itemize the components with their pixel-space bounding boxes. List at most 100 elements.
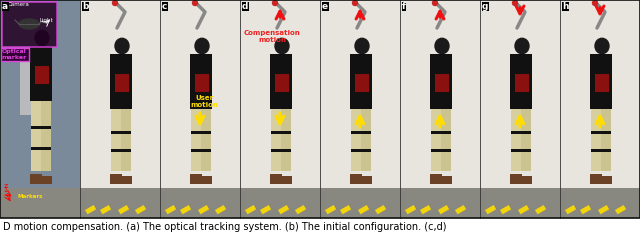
Bar <box>591 131 611 134</box>
Bar <box>601 109 611 171</box>
Bar <box>0 0 640 218</box>
Bar <box>602 176 612 184</box>
Bar <box>195 74 209 92</box>
Circle shape <box>513 1 518 6</box>
Bar <box>480 0 560 218</box>
Bar <box>191 109 201 171</box>
Text: D motion compensation. (a) The optical tracking system. (b) The initial configur: D motion compensation. (a) The optical t… <box>3 222 447 232</box>
Bar <box>362 176 372 184</box>
Bar <box>35 66 49 84</box>
Bar <box>271 149 291 152</box>
Ellipse shape <box>355 38 369 54</box>
Bar <box>500 205 511 214</box>
Bar <box>271 131 291 134</box>
Bar <box>615 205 626 214</box>
Bar <box>135 205 146 214</box>
Bar <box>31 146 51 149</box>
Bar <box>245 205 256 214</box>
Bar <box>190 174 202 184</box>
Bar <box>431 131 451 134</box>
Bar <box>31 125 51 129</box>
Bar <box>80 188 160 218</box>
Circle shape <box>113 1 118 6</box>
Text: b: b <box>82 2 88 11</box>
Text: f: f <box>402 2 406 11</box>
Bar <box>215 205 226 214</box>
Bar <box>320 0 400 218</box>
Text: Z: Z <box>4 184 8 189</box>
Bar <box>110 174 122 184</box>
Bar <box>358 205 369 214</box>
Bar <box>515 74 529 92</box>
Text: Optical
marker: Optical marker <box>2 49 28 60</box>
Bar <box>431 109 441 171</box>
Bar <box>110 54 132 109</box>
Bar <box>191 131 211 134</box>
Bar <box>511 131 531 134</box>
Bar <box>282 176 292 184</box>
Bar <box>405 205 416 214</box>
Bar <box>0 0 80 218</box>
Text: h: h <box>562 2 568 11</box>
Text: g: g <box>482 2 488 11</box>
Bar <box>595 74 609 92</box>
Bar <box>260 205 271 214</box>
Bar <box>350 174 362 184</box>
Bar <box>190 54 212 109</box>
Bar <box>591 149 611 152</box>
Bar <box>350 54 372 109</box>
Bar <box>430 174 442 184</box>
Ellipse shape <box>275 38 289 54</box>
Bar <box>160 0 240 218</box>
Ellipse shape <box>595 38 609 54</box>
Bar <box>361 109 371 171</box>
Bar <box>191 149 211 152</box>
Bar <box>111 109 121 171</box>
Bar <box>441 109 451 171</box>
Bar <box>400 188 480 218</box>
Bar <box>278 205 289 214</box>
Text: d: d <box>242 2 248 11</box>
Bar <box>240 188 320 218</box>
Bar <box>42 176 52 184</box>
Bar <box>160 188 240 218</box>
Bar <box>565 205 576 214</box>
Ellipse shape <box>115 38 129 54</box>
Bar <box>535 205 546 214</box>
Bar <box>511 149 531 152</box>
Ellipse shape <box>195 38 209 54</box>
Text: e: e <box>322 2 328 11</box>
Bar <box>560 188 640 218</box>
Text: Compensation
motion: Compensation motion <box>244 30 300 43</box>
Ellipse shape <box>35 30 49 46</box>
Bar <box>30 174 42 184</box>
Text: Camera: Camera <box>8 2 30 7</box>
Bar <box>111 131 131 134</box>
Bar <box>275 74 289 92</box>
Bar <box>20 55 38 115</box>
Bar <box>295 205 306 214</box>
Bar <box>202 176 212 184</box>
Text: c: c <box>162 2 168 11</box>
Bar <box>375 205 386 214</box>
Circle shape <box>273 1 278 6</box>
Bar <box>165 205 176 214</box>
Text: User
motion: User motion <box>190 95 218 108</box>
Circle shape <box>593 1 598 6</box>
Bar <box>31 101 41 171</box>
Bar <box>118 205 129 214</box>
Bar <box>518 205 529 214</box>
Bar <box>180 205 191 214</box>
Bar <box>281 109 291 171</box>
Bar <box>240 0 320 218</box>
Bar <box>510 174 522 184</box>
Bar <box>522 176 532 184</box>
Bar <box>340 205 351 214</box>
Bar <box>351 149 371 152</box>
Bar <box>80 0 160 218</box>
Ellipse shape <box>435 38 449 54</box>
Bar <box>560 0 640 218</box>
Ellipse shape <box>19 19 39 29</box>
Bar <box>521 109 531 171</box>
Bar <box>511 109 521 171</box>
